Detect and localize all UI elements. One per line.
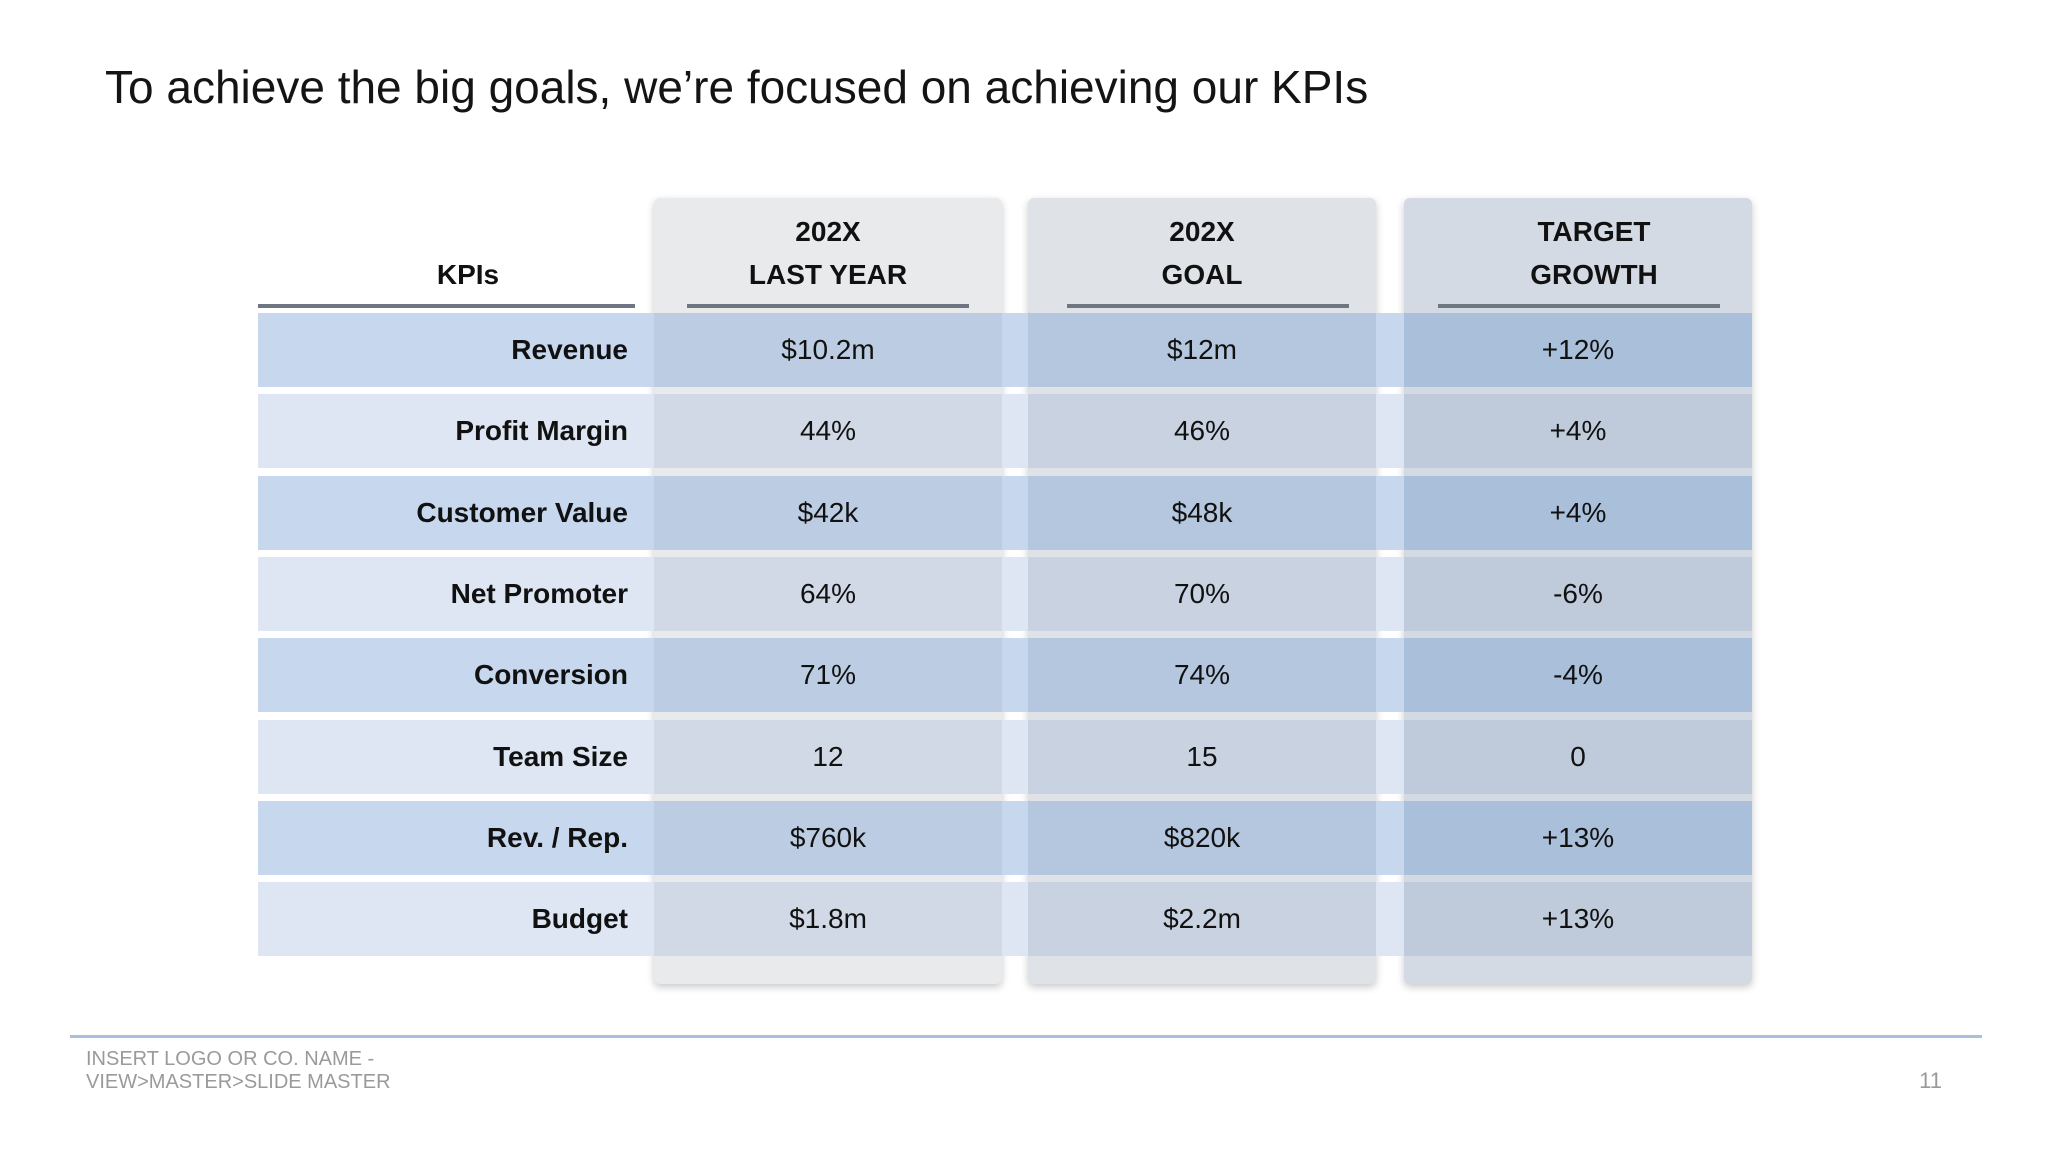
goal-value: $12m xyxy=(1166,334,1238,365)
last-year-value: $760k xyxy=(789,822,867,853)
last-year-value: $1.8m xyxy=(789,903,867,934)
goal-value: 46% xyxy=(1173,415,1231,446)
last-year-value: $10.2m xyxy=(781,334,875,365)
goal-value: $2.2m xyxy=(1163,903,1241,934)
goal-cell-bg xyxy=(1028,476,1376,550)
last-year-value: 71% xyxy=(799,659,857,690)
footer-line-2: VIEW>MASTER>SLIDE MASTER xyxy=(86,1071,391,1093)
last-year-header: 202X LAST YEAR xyxy=(654,210,1002,302)
goal-cell-bg xyxy=(1028,720,1376,794)
growth-cell-bg xyxy=(1404,476,1752,550)
last-year-cell-bg xyxy=(654,476,1002,550)
growth-value: -4% xyxy=(1553,659,1603,690)
goal-cell-bg xyxy=(1028,801,1376,875)
last-year-cell-bg xyxy=(654,720,1002,794)
last-year-cell-bg xyxy=(654,801,1002,875)
kpi-label: Profit Margin xyxy=(455,415,628,446)
last-year-header-underline xyxy=(687,304,969,308)
goal-cell-bg xyxy=(1028,638,1376,712)
kpis-header-underline xyxy=(258,304,635,308)
growth-value: 0 xyxy=(1570,741,1586,772)
last-year-value: $42k xyxy=(797,497,859,528)
kpi-label: Team Size xyxy=(493,741,628,772)
growth-cell-bg xyxy=(1404,638,1752,712)
growth-value: +13% xyxy=(1541,903,1615,934)
last-year-cell-bg xyxy=(654,557,1002,631)
kpi-label: Rev. / Rep. xyxy=(486,822,628,853)
footer-company-placeholder: INSERT LOGO OR CO. NAME - VIEW>MASTER>SL… xyxy=(86,1048,391,1094)
kpi-label: Net Promoter xyxy=(450,578,628,609)
growth-cell-bg xyxy=(1404,394,1752,468)
page-number: 11 xyxy=(1919,1068,1942,1093)
goal-header-underline xyxy=(1067,304,1349,308)
last-year-cell-bg xyxy=(654,638,1002,712)
growth-value: +4% xyxy=(1549,415,1607,446)
footer-line-1: INSERT LOGO OR CO. NAME - xyxy=(86,1048,375,1070)
kpi-label: Customer Value xyxy=(416,497,628,528)
goal-value: 70% xyxy=(1173,578,1231,609)
last-year-value: 64% xyxy=(799,578,857,609)
growth-value: +13% xyxy=(1541,822,1615,853)
goal-header-line1: 202X xyxy=(1169,216,1235,247)
kpi-label: Budget xyxy=(531,903,628,934)
goal-cell-bg xyxy=(1028,313,1376,387)
last-year-cell-bg xyxy=(654,394,1002,468)
growth-cell-bg xyxy=(1404,313,1752,387)
target-growth-header-underline xyxy=(1438,304,1720,308)
kpis-header-label: KPIs xyxy=(436,259,500,290)
last-year-cell-bg xyxy=(654,882,1002,956)
growth-cell-bg xyxy=(1404,557,1752,631)
last-year-value: 12 xyxy=(812,741,844,772)
last-year-header-line1: 202X xyxy=(795,216,861,247)
target-growth-header: TARGET GROWTH xyxy=(1404,210,1784,302)
last-year-header-line2: LAST YEAR xyxy=(748,259,908,290)
goal-value: 74% xyxy=(1173,659,1231,690)
growth-value: +4% xyxy=(1549,497,1607,528)
growth-cell-bg xyxy=(1404,801,1752,875)
growth-cell-bg xyxy=(1404,882,1752,956)
goal-cell-bg xyxy=(1028,394,1376,468)
target-growth-header-line2: GROWTH xyxy=(1530,259,1658,290)
slide-title: To achieve the big goals, we’re focused … xyxy=(105,61,1369,113)
last-year-value: 44% xyxy=(799,415,857,446)
goal-header-line2: GOAL xyxy=(1161,259,1243,290)
kpi-label: Revenue xyxy=(511,334,628,365)
growth-value: +12% xyxy=(1541,334,1615,365)
kpi-label: Conversion xyxy=(473,659,628,690)
goal-value: 15 xyxy=(1186,741,1218,772)
growth-cell-bg xyxy=(1404,720,1752,794)
goal-header: 202X GOAL xyxy=(1028,210,1376,302)
footer-divider xyxy=(70,1035,1982,1038)
goal-value: $820k xyxy=(1163,822,1241,853)
target-growth-header-line1: TARGET xyxy=(1537,216,1651,247)
kpis-header: KPIs xyxy=(258,253,678,298)
goal-value: $48k xyxy=(1171,497,1233,528)
last-year-cell-bg xyxy=(654,313,1002,387)
goal-cell-bg xyxy=(1028,557,1376,631)
growth-value: -6% xyxy=(1553,578,1603,609)
goal-cell-bg xyxy=(1028,882,1376,956)
